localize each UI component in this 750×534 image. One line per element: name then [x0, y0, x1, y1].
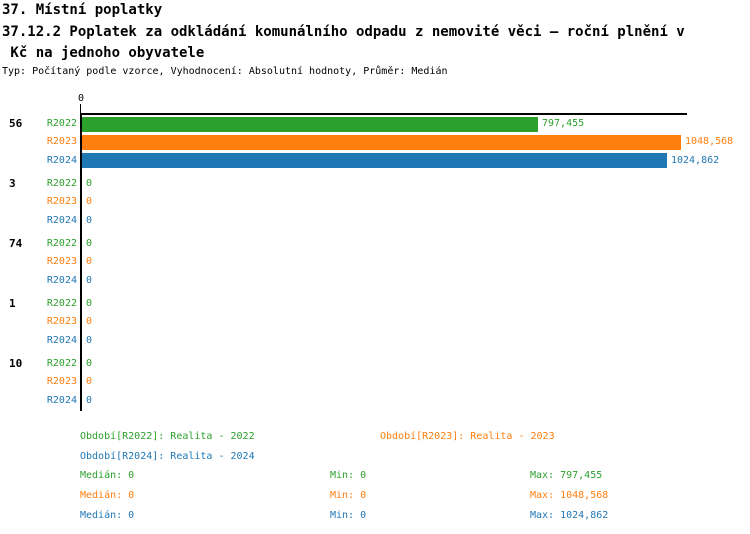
bar-value-label: 0 — [86, 358, 93, 369]
page-title-line-2: 37.12.2 Poplatek za odkládání komunálníh… — [2, 24, 685, 40]
bar-value-label: 0 — [86, 334, 93, 346]
series-label: R2023 — [46, 196, 77, 208]
y-axis-line — [80, 113, 82, 411]
x-axis-line — [80, 113, 687, 115]
bar — [82, 134, 681, 150]
bar-value-label: 0 — [86, 298, 93, 309]
stat-min-r2024: Min: 0 — [330, 510, 367, 521]
stat-median-r2022: Medián: 0 — [80, 470, 135, 481]
bar-value-label: 1048,568 — [685, 136, 734, 148]
stat-max-r2023: Max: 1048,568 — [530, 490, 609, 501]
series-label: R2023 — [46, 256, 77, 268]
series-label: R2022 — [46, 358, 77, 369]
bar-value-label: 0 — [86, 238, 93, 249]
legend-item-r2022: Období[R2022]: Realita - 2022 — [80, 431, 255, 442]
stat-max-r2024: Max: 1024,862 — [530, 510, 609, 521]
stat-min-r2022: Min: 0 — [330, 470, 367, 481]
bar-value-label: 797,455 — [542, 118, 585, 129]
series-label: R2024 — [46, 334, 77, 346]
page-title-line-3: Kč na jednoho obyvatele — [2, 45, 205, 61]
x-axis-tick-mark — [80, 104, 81, 113]
bar-value-label: 1024,862 — [671, 154, 720, 166]
x-axis-tick-label: 0 — [77, 93, 85, 104]
bar — [82, 116, 538, 132]
series-label: R2024 — [46, 394, 77, 406]
chart-subtitle: Typ: Počítaný podle vzorce, Vyhodnocení:… — [2, 66, 448, 77]
bar-value-label: 0 — [86, 316, 93, 328]
series-label: R2023 — [46, 316, 77, 328]
series-label: R2024 — [46, 214, 77, 226]
series-label: R2024 — [46, 274, 77, 286]
series-label: R2022 — [46, 178, 77, 189]
bar-value-label: 0 — [86, 196, 93, 208]
stat-max-r2022: Max: 797,455 — [530, 470, 603, 481]
stat-median-r2023: Medián: 0 — [80, 490, 135, 501]
bar-value-label: 0 — [86, 274, 93, 286]
bar-value-label: 0 — [86, 256, 93, 268]
bar — [82, 153, 667, 169]
page-title-line-1: 37. Místní poplatky — [2, 2, 163, 18]
bar-value-label: 0 — [86, 394, 93, 406]
series-label: R2023 — [46, 136, 77, 148]
series-label: R2022 — [46, 118, 77, 129]
bar-value-label: 0 — [86, 178, 93, 189]
group-label: 3 — [9, 177, 16, 190]
bar-value-label: 0 — [86, 214, 93, 226]
series-label: R2022 — [46, 298, 77, 309]
legend-item-r2024: Období[R2024]: Realita - 2024 — [80, 451, 255, 462]
group-label: 74 — [9, 237, 23, 250]
group-label: 10 — [9, 357, 23, 370]
stat-min-r2023: Min: 0 — [330, 490, 367, 501]
group-label: 1 — [9, 297, 16, 310]
bar-value-label: 0 — [86, 376, 93, 388]
series-label: R2023 — [46, 376, 77, 388]
legend-item-r2023: Období[R2023]: Realita - 2023 — [380, 431, 555, 442]
group-label: 56 — [9, 117, 23, 130]
series-label: R2024 — [46, 154, 77, 166]
series-label: R2022 — [46, 238, 77, 249]
stat-median-r2024: Medián: 0 — [80, 510, 135, 521]
